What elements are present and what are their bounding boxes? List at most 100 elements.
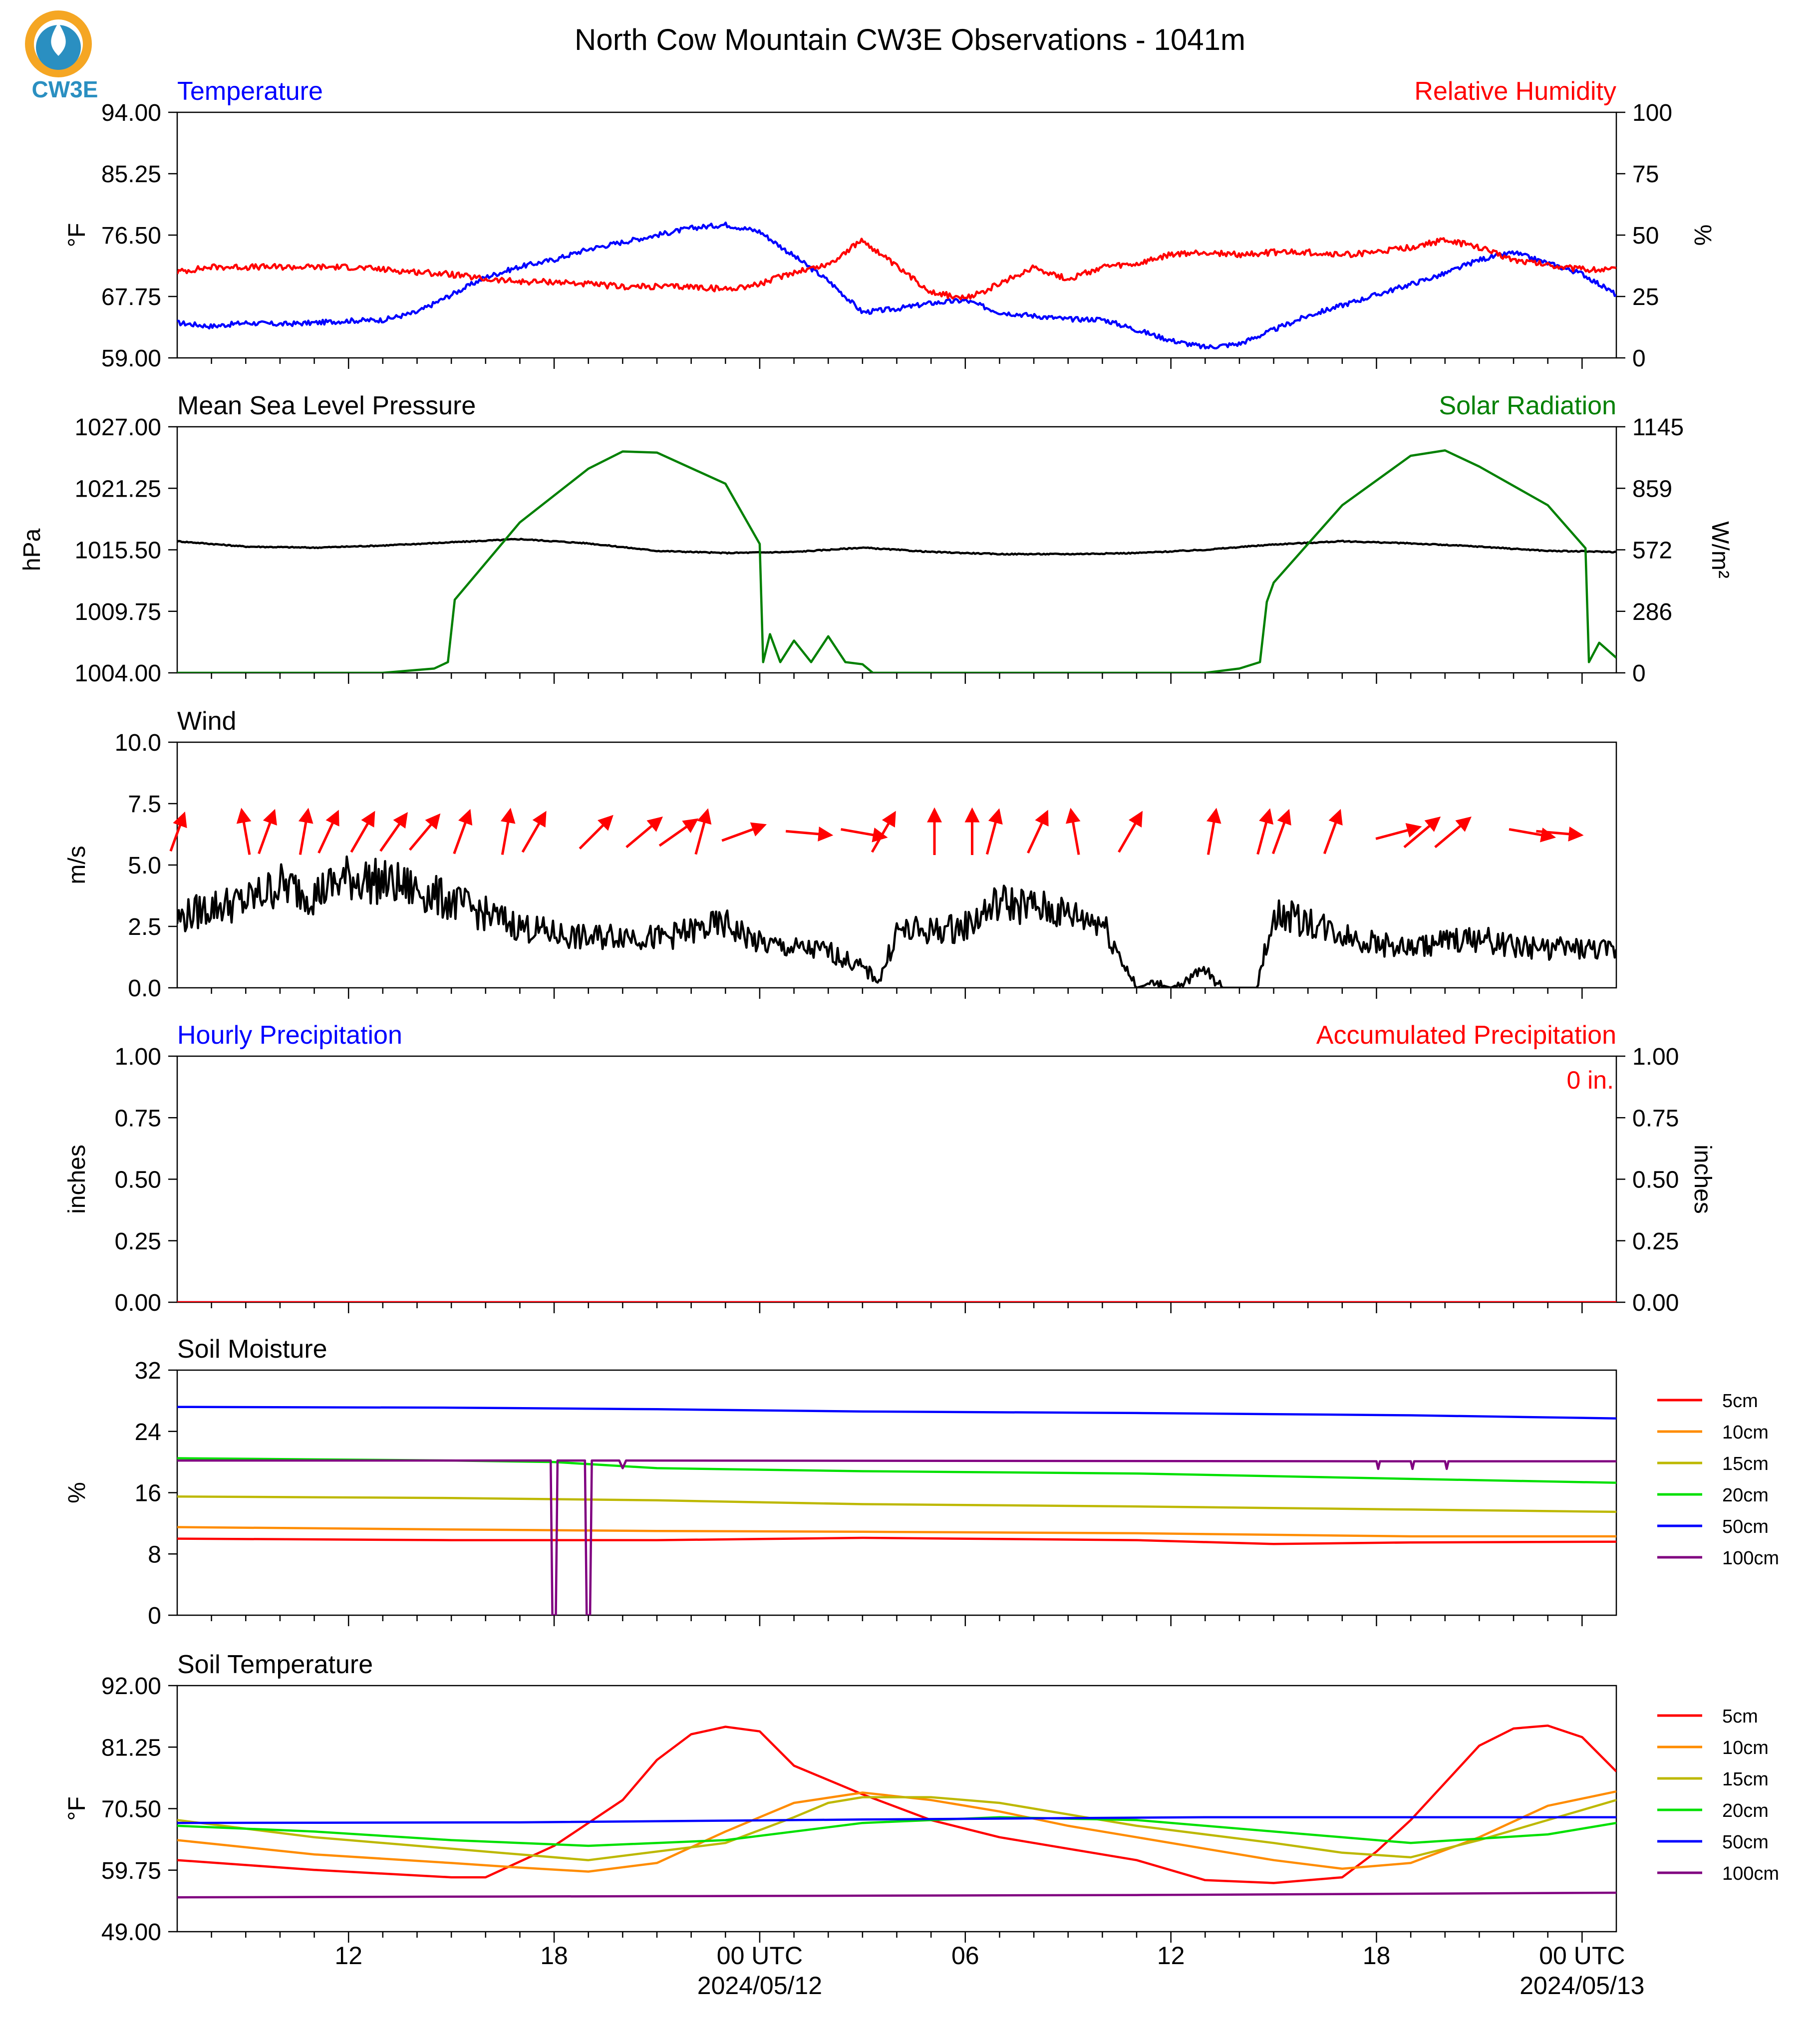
logo-text: CW3E (32, 76, 98, 102)
legend-label: 15cm (1722, 1453, 1769, 1474)
y-tick-label-left: 32 (135, 1358, 161, 1384)
series-line-mean-sea-level-pressure (177, 538, 1616, 556)
wind-arrow (453, 809, 473, 855)
y-tick-label-left: 67.75 (101, 284, 161, 310)
series-line-15cm (177, 1796, 1616, 1861)
series-line-15cm (177, 1495, 1616, 1513)
x-date-label: 2024/05/13 (1519, 1972, 1644, 2000)
y-tick-label-left: 85.25 (101, 161, 161, 188)
series-line-10cm (177, 1790, 1616, 1873)
y-tick-label-left: 0.00 (115, 1290, 161, 1316)
x-date-label: 2024/05/12 (697, 1972, 822, 2000)
panel-title-left: Mean Sea Level Pressure (177, 391, 476, 420)
panel-pressure_solar: Mean Sea Level Pressure Solar Radiation 10… (19, 391, 1733, 687)
y-axis-label-right: % (1689, 225, 1716, 246)
legend-label: 5cm (1722, 1706, 1758, 1727)
y-tick-label-left: 92.00 (101, 1673, 161, 1700)
wind-arrow (871, 811, 896, 853)
y-tick-label-right: 0.75 (1632, 1105, 1679, 1132)
series-line-5cm (177, 1536, 1616, 1545)
y-tick-label-left: 16 (135, 1480, 161, 1507)
legend-label: 50cm (1722, 1516, 1769, 1537)
y-tick-label-right: 0 (1632, 345, 1646, 372)
y-tick-label-left: 49.00 (101, 1919, 161, 1946)
cw3e-logo: CW3E (25, 10, 98, 102)
legend-label: 10cm (1722, 1422, 1769, 1443)
y-tick-label-left: 0.75 (115, 1105, 161, 1132)
wind-arrow (1434, 816, 1472, 849)
y-tick-label-left: 1.00 (115, 1044, 161, 1070)
series-group (177, 221, 1616, 350)
wind-arrow (1256, 808, 1274, 855)
y-tick-label-right: 0 (1632, 660, 1646, 687)
y-tick-label-left: 0.0 (128, 975, 161, 1002)
y-axis-label-left: inches (64, 1145, 90, 1214)
y-axis-label-left: % (64, 1482, 90, 1503)
x-tick-label: 00 UTC (1539, 1942, 1625, 1970)
series-line-wind-speed (177, 855, 1616, 988)
series-line-100cm (177, 1459, 1616, 1615)
legend: 5cm 10cm 15cm 20cm 50cm 100cm (1657, 1706, 1779, 1884)
y-tick-label-right: 0.50 (1632, 1167, 1679, 1193)
accumulated-total-label: 0 in. (1566, 1066, 1614, 1094)
wind-arrow (1509, 828, 1556, 843)
legend-label: 50cm (1722, 1832, 1769, 1853)
series-line-temperature (177, 221, 1616, 350)
legend: 5cm 10cm 15cm 20cm 50cm 100cm (1657, 1391, 1779, 1569)
y-tick-label-right: 572 (1632, 538, 1672, 564)
wind-arrow (1375, 823, 1422, 840)
y-tick-label-left: 1015.50 (74, 538, 161, 564)
x-tick-label: 06 (951, 1942, 979, 1970)
wind-arrow (1027, 810, 1049, 854)
wind-arrow (1271, 809, 1291, 855)
wind-arrow (169, 811, 187, 852)
series-line-50cm (177, 1816, 1616, 1824)
series-group (177, 1406, 1616, 1615)
y-tick-label-left: 0.25 (115, 1228, 161, 1255)
legend-label: 15cm (1722, 1769, 1769, 1790)
x-tick-label: 12 (334, 1942, 362, 1970)
panel-precip: Hourly Precipitation Accumulated Precipit… (64, 1021, 1716, 1316)
y-tick-label-left: 7.5 (128, 791, 161, 818)
panel-soil_temperature: Soil Temperature 49.00 59.75 70.50 81.25 92.0… (64, 1650, 1779, 1946)
wind-arrow (258, 809, 277, 855)
panel-temp_rh: Temperature Relative Humidity 59.00 67.75 76… (64, 77, 1716, 372)
legend-label: 5cm (1722, 1391, 1758, 1412)
y-tick-label-left: 2.5 (128, 914, 161, 940)
x-tick-label: 18 (1363, 1942, 1391, 1970)
wind-arrow (841, 828, 888, 843)
logo-ring (25, 10, 92, 77)
wind-arrow (1536, 826, 1584, 842)
panel-title-left: Soil Moisture (177, 1335, 327, 1364)
y-tick-label-right: 1.00 (1632, 1044, 1679, 1070)
y-tick-label-left: 76.50 (101, 223, 161, 249)
series-line-10cm (177, 1526, 1616, 1538)
y-tick-label-left: 10.0 (115, 730, 161, 756)
panel-wind: Wind 0.0 2.5 5.0 7.5 10.0 m/s (64, 707, 1617, 1002)
y-tick-label-left: 8 (148, 1541, 161, 1568)
wind-arrow (985, 808, 1003, 855)
y-axis-label-right: inches (1689, 1145, 1716, 1214)
y-tick-label-right: 286 (1632, 599, 1672, 625)
wind-arrow (236, 808, 252, 855)
legend-label: 10cm (1722, 1738, 1769, 1758)
y-tick-label-left: 1009.75 (74, 599, 161, 625)
wind-arrow (1403, 816, 1441, 849)
figure-title: North Cow Mountain CW3E Observations - 1… (575, 23, 1245, 56)
logo-drop-icon (51, 22, 66, 56)
legend-label: 20cm (1722, 1485, 1769, 1506)
y-tick-label-right: 1145 (1632, 414, 1684, 441)
y-tick-label-left: 59.75 (101, 1858, 161, 1884)
panel-title-left: Hourly Precipitation (177, 1021, 402, 1050)
panels: Temperature Relative Humidity 59.00 67.75 76… (19, 77, 1779, 1946)
y-tick-label-left: 81.25 (101, 1735, 161, 1761)
wind-arrow (658, 818, 699, 847)
wind-arrow (1323, 809, 1343, 855)
wind-arrow (298, 808, 313, 855)
series-line-solar-radiation (177, 449, 1616, 673)
panel-title-left: Wind (177, 707, 236, 736)
y-tick-label-right: 100 (1632, 100, 1672, 126)
wind-arrow (317, 810, 339, 854)
